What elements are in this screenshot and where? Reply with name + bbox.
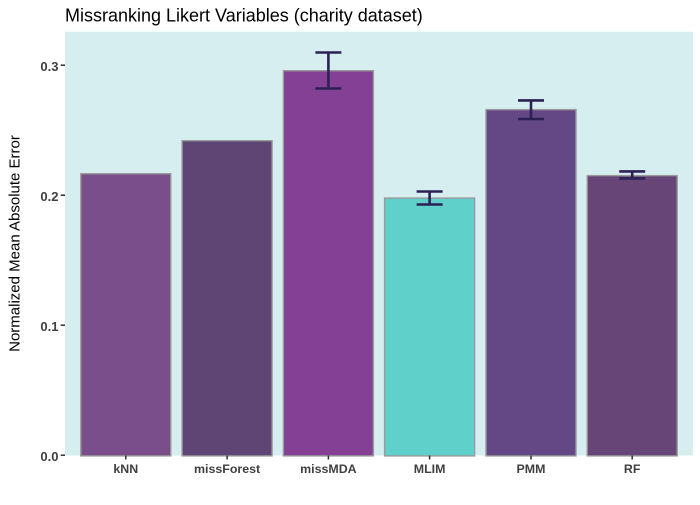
svg-text:RF: RF bbox=[624, 462, 641, 476]
svg-text:PMM: PMM bbox=[517, 462, 546, 476]
svg-text:0.1: 0.1 bbox=[40, 319, 58, 334]
svg-text:missMDA: missMDA bbox=[300, 462, 357, 476]
svg-text:0.2: 0.2 bbox=[40, 189, 58, 204]
svg-text:0.3: 0.3 bbox=[40, 59, 58, 74]
svg-text:Normalized Mean Absolute Error: Normalized Mean Absolute Error bbox=[7, 135, 24, 352]
svg-text:Missranking Likert Variables (: Missranking Likert Variables (charity da… bbox=[65, 6, 423, 26]
svg-text:0.0: 0.0 bbox=[40, 449, 58, 464]
svg-text:kNN: kNN bbox=[113, 462, 138, 476]
svg-text:MLIM: MLIM bbox=[414, 462, 446, 476]
svg-text:missForest: missForest bbox=[194, 462, 260, 476]
